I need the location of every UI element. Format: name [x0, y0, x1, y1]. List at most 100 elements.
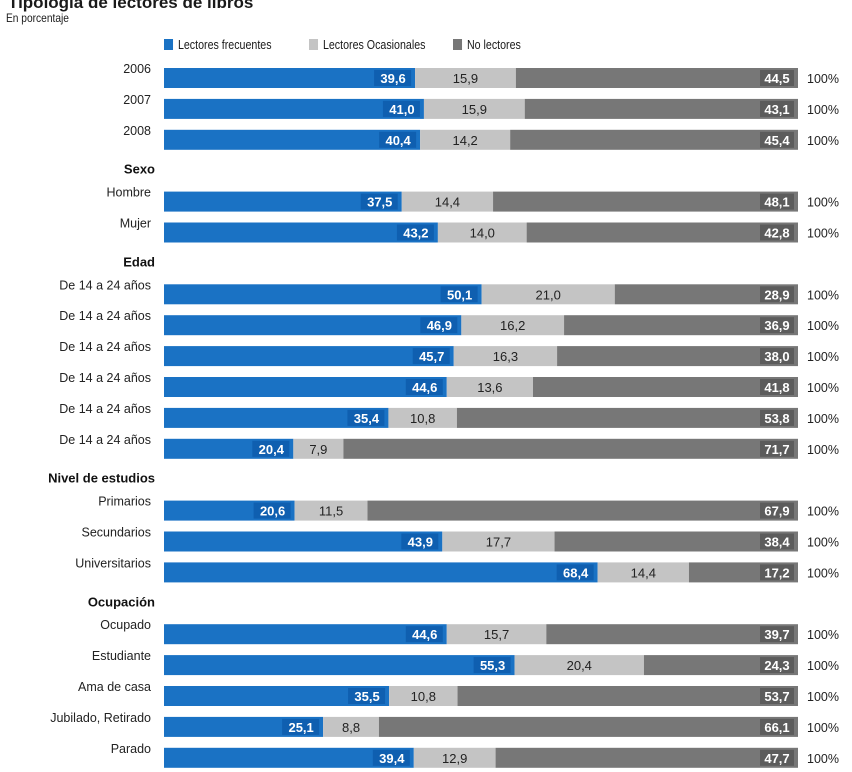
value-label: 17,2	[764, 565, 789, 580]
value-label-box	[760, 70, 794, 86]
total-label: 100%	[807, 319, 839, 333]
total-label: 100%	[807, 659, 839, 673]
value-label-box	[556, 564, 594, 581]
value-label-box	[412, 348, 450, 365]
total-label: 100%	[807, 288, 839, 302]
bar-segment	[453, 346, 558, 367]
value-label-box	[401, 533, 439, 550]
bar-segment	[461, 315, 565, 336]
value-label: 48,1	[764, 195, 789, 210]
value-label: 66,1	[764, 720, 789, 735]
total-label: 100%	[807, 103, 839, 117]
value-label: 24,3	[764, 658, 789, 673]
value-label: 46,9	[427, 318, 452, 333]
value-label: 17,7	[486, 535, 511, 550]
legend-item-occasional: Lectores Ocasionales	[309, 37, 426, 52]
value-label: 15,9	[462, 102, 487, 117]
value-label-box	[348, 688, 386, 704]
value-label: 35,4	[354, 411, 380, 426]
category-label: Jubilado, Retirado	[50, 711, 151, 725]
value-label: 16,2	[500, 318, 525, 333]
total-label: 100%	[807, 721, 839, 735]
bar-segment	[456, 407, 798, 428]
value-label: 14,2	[452, 133, 477, 148]
total-label: 100%	[807, 443, 839, 457]
value-label-box	[405, 379, 443, 395]
total-label: 100%	[807, 505, 839, 519]
value-label-box	[440, 286, 478, 303]
legend: Lectores frecuentes Lectores Ocasionales…	[164, 37, 536, 52]
bar-segment	[164, 377, 447, 397]
category-label: Parado	[111, 742, 151, 756]
total-label: 100%	[807, 690, 839, 704]
value-label-box	[760, 657, 794, 674]
value-label: 14,0	[470, 226, 495, 241]
value-label: 37,5	[367, 195, 392, 210]
bar-segment	[164, 191, 402, 212]
category-label: Secundarios	[82, 526, 152, 540]
value-label-box	[760, 409, 794, 426]
legend-swatch-non-readers	[453, 39, 463, 50]
bar-segment	[457, 686, 798, 706]
value-label-box	[760, 379, 794, 395]
bar-segment	[323, 716, 379, 737]
bar-segment	[413, 747, 496, 768]
value-label: 39,4	[379, 751, 405, 766]
category-label: De 14 a 24 años	[59, 371, 151, 385]
value-label: 36,9	[764, 318, 789, 333]
bar-segment	[343, 438, 798, 459]
bar-segment	[446, 377, 533, 397]
value-label-box	[347, 409, 385, 426]
value-label: 35,5	[354, 689, 379, 704]
bar-segment	[164, 407, 389, 428]
category-label: De 14 a 24 años	[59, 433, 151, 447]
bar-segment	[164, 346, 454, 367]
value-label: 43,1	[764, 102, 789, 117]
value-label: 21,0	[536, 287, 561, 302]
category-label: Ama de casa	[78, 680, 151, 694]
bar-segment	[164, 747, 414, 768]
category-label: Ocupado	[100, 618, 151, 632]
category-label: De 14 a 24 años	[59, 402, 151, 416]
section-header: Nivel de estudios	[48, 471, 155, 486]
value-label-box	[760, 533, 794, 550]
value-label: 41,0	[389, 102, 414, 117]
bar-segment	[495, 747, 798, 768]
value-label: 45,7	[419, 349, 444, 364]
value-label: 20,4	[567, 658, 592, 673]
value-label-box	[374, 70, 412, 86]
category-label: 2006	[123, 62, 151, 76]
bar-segment	[554, 531, 798, 552]
value-label: 40,4	[385, 133, 411, 148]
total-label: 100%	[807, 72, 839, 86]
total-label: 100%	[807, 134, 839, 148]
value-label: 71,7	[764, 442, 789, 457]
bar-segment	[437, 222, 527, 243]
bar-segment	[614, 284, 798, 305]
legend-label-occasional: Lectores Ocasionales	[323, 37, 426, 52]
bar-segment	[164, 531, 443, 552]
bar-segment	[164, 129, 421, 150]
bar-segment	[597, 562, 689, 583]
bar-segment	[388, 407, 457, 428]
value-label: 20,4	[259, 442, 285, 457]
value-label-box	[760, 193, 794, 210]
total-label: 100%	[807, 381, 839, 395]
value-label-box	[760, 286, 794, 303]
value-label: 11,5	[319, 504, 343, 519]
bar-segment	[164, 562, 598, 583]
value-label-box	[760, 317, 794, 334]
legend-label-non-readers: No lectores	[467, 37, 522, 52]
value-label: 28,9	[764, 287, 789, 302]
value-label: 10,8	[411, 689, 436, 704]
value-label: 38,4	[764, 535, 790, 550]
value-label-box	[760, 718, 794, 735]
bar-segment	[564, 315, 798, 336]
value-label-box	[379, 131, 417, 148]
value-label: 20,6	[260, 504, 285, 519]
value-label: 7,9	[309, 442, 327, 457]
bar-segment	[164, 655, 515, 676]
value-label-box	[760, 564, 794, 581]
value-label: 43,2	[403, 226, 428, 241]
